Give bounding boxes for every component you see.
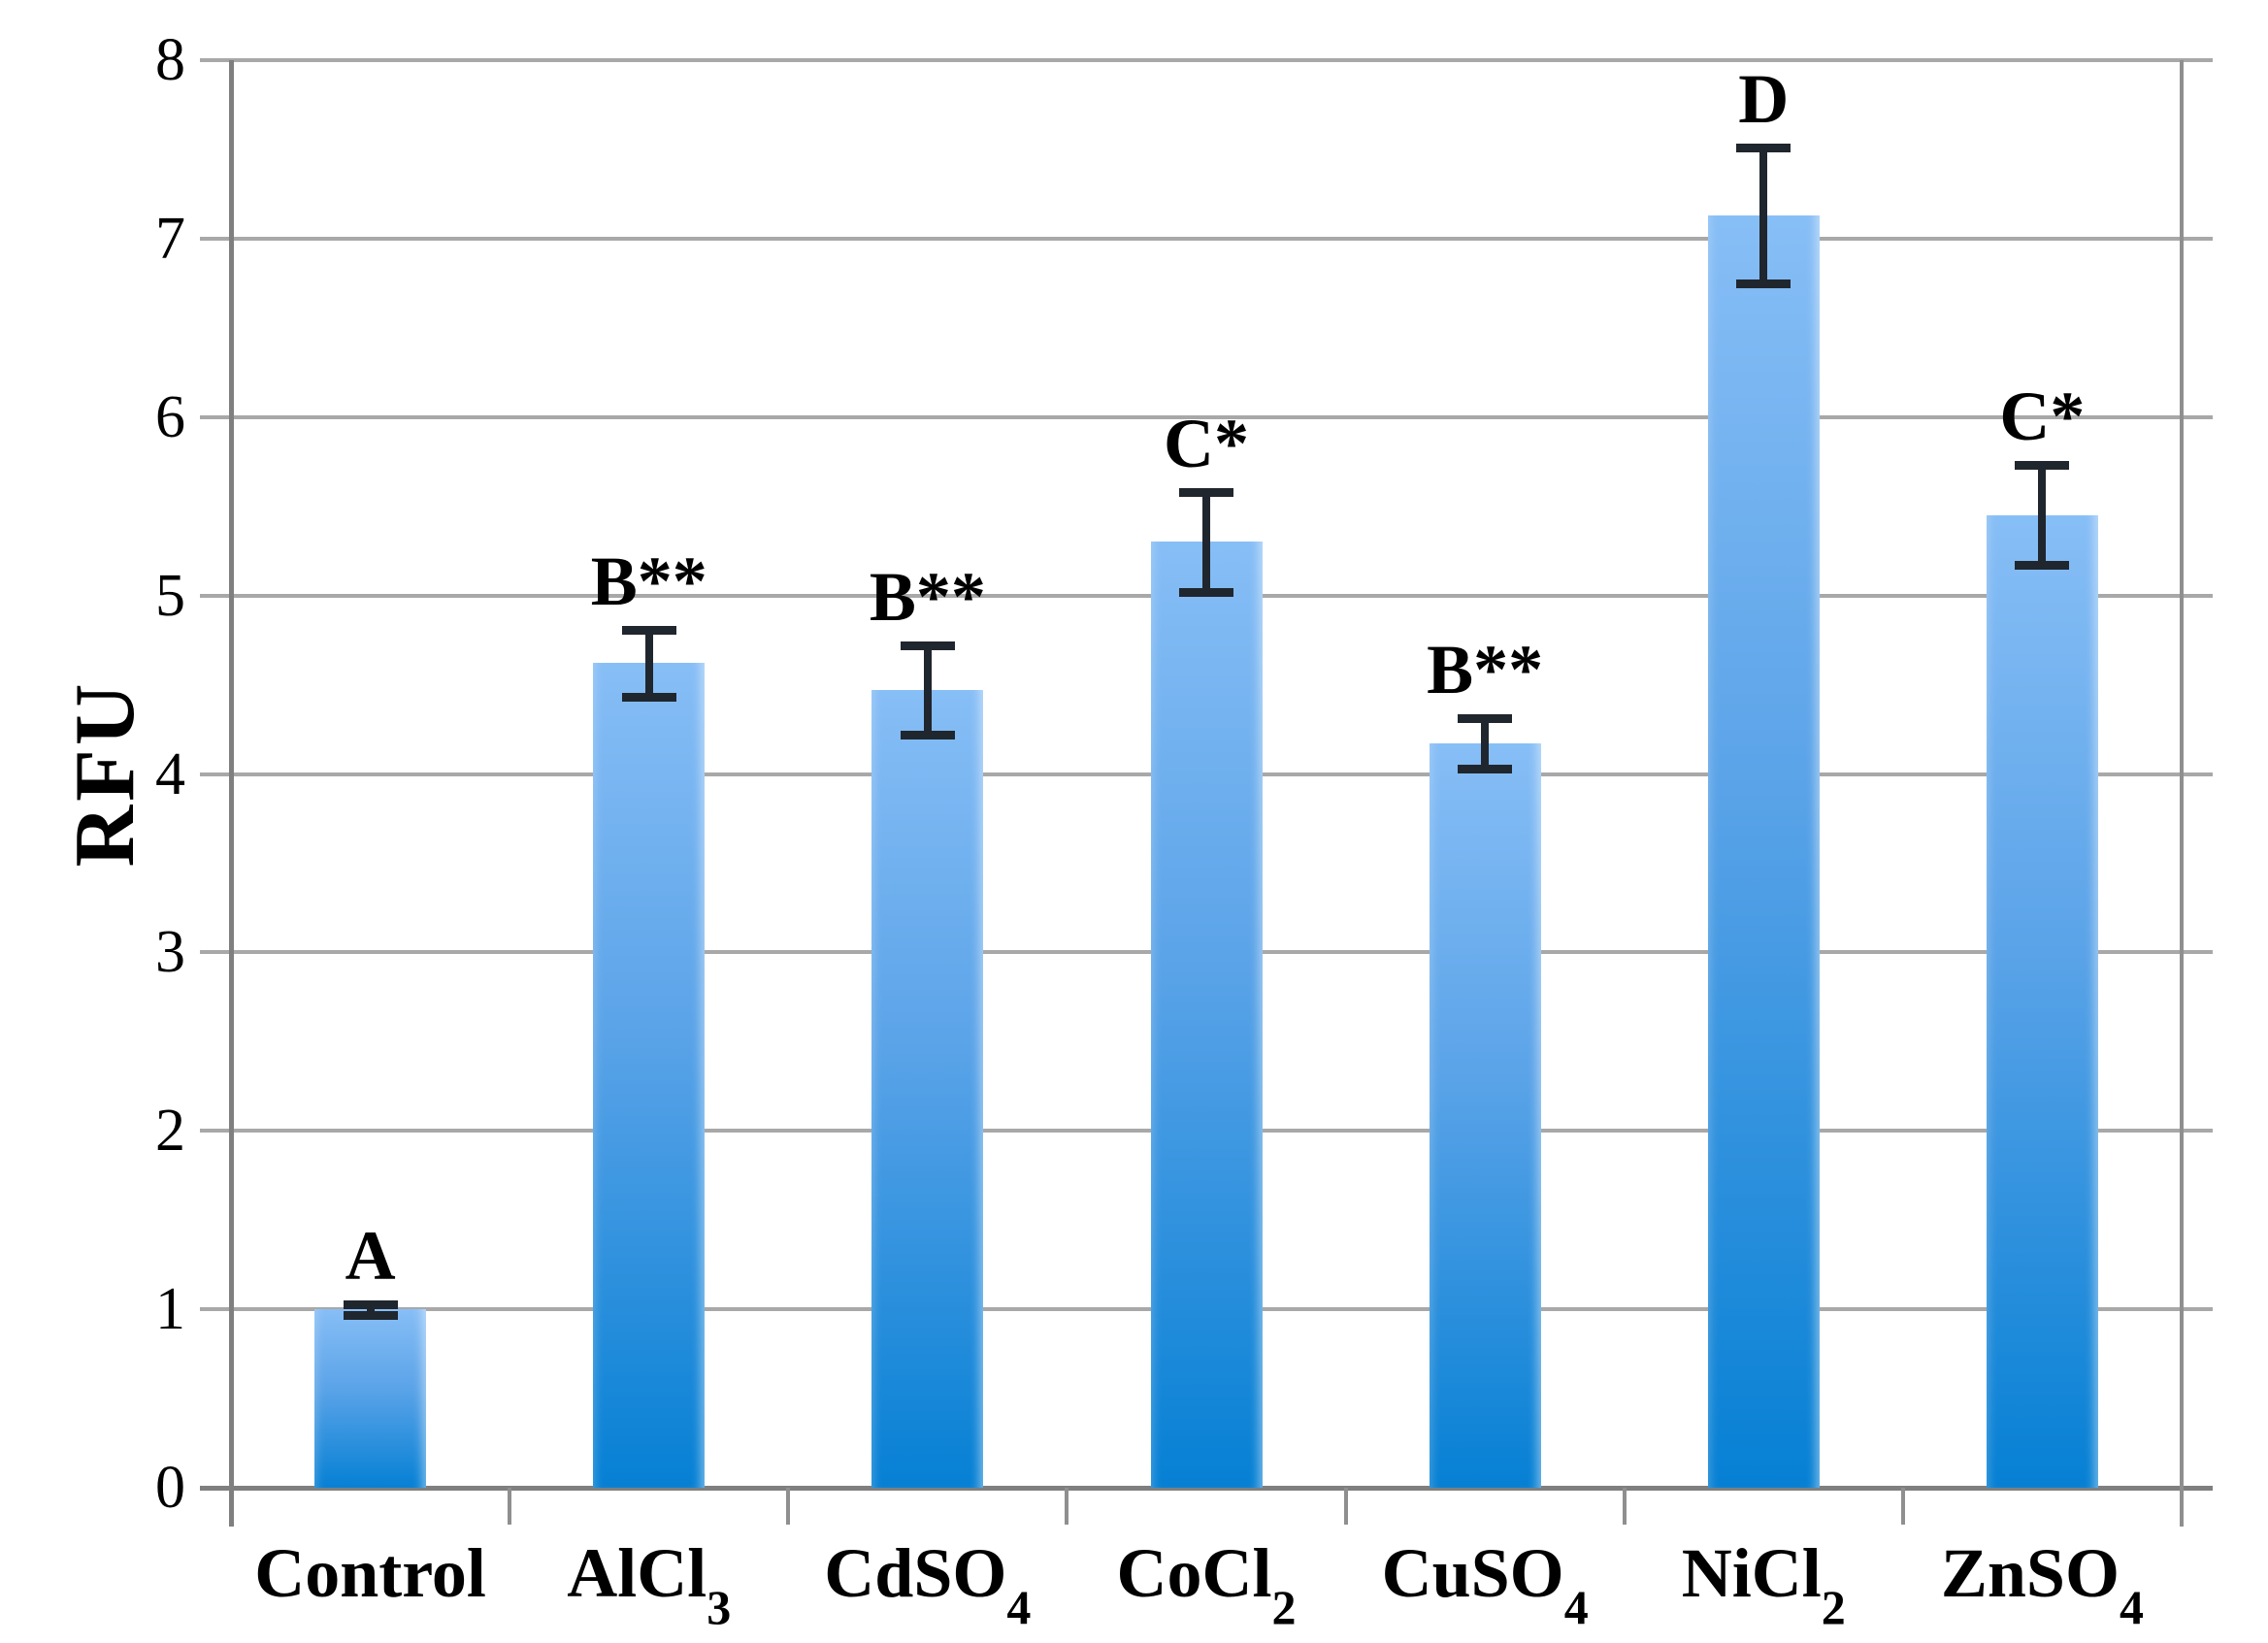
gridline xyxy=(200,414,2213,419)
y-tick-label: 5 xyxy=(155,562,185,629)
category-text: CoCl xyxy=(1116,1534,1272,1612)
x-axis-tick xyxy=(1900,1488,1905,1525)
error-bar-bottom-cap xyxy=(1458,764,1513,773)
x-axis-tick xyxy=(1622,1488,1627,1525)
category-text: CdSO xyxy=(824,1534,1007,1612)
significance-label: D xyxy=(1738,60,1790,139)
y-tick-label: 0 xyxy=(155,1455,185,1521)
error-bar-line xyxy=(1481,718,1490,769)
x-axis-category-label: CoCl2 xyxy=(1117,1538,1297,1631)
error-bar-bottom-cap xyxy=(621,693,676,703)
category-text: NiCl xyxy=(1681,1534,1822,1612)
x-axis-tick xyxy=(1065,1488,1069,1525)
category-subscript: 3 xyxy=(707,1580,732,1634)
error-bar-line xyxy=(2038,465,2047,566)
x-axis-tick xyxy=(508,1488,512,1525)
significance-label: A xyxy=(345,1216,396,1295)
category-subscript: 4 xyxy=(1006,1580,1032,1634)
error-bar-line xyxy=(1759,148,1768,283)
category-text: Control xyxy=(254,1534,486,1612)
error-bar-top-cap xyxy=(1736,144,1791,153)
x-axis-category-label: AlCl3 xyxy=(567,1538,731,1631)
y-tick-label: 7 xyxy=(155,205,185,272)
y-tick-label: 6 xyxy=(155,383,185,450)
error-bar-bottom-cap xyxy=(2015,561,2070,571)
x-axis-category-label: Control xyxy=(254,1538,486,1608)
error-bar-bottom-cap xyxy=(1736,279,1791,288)
category-text: ZnSO xyxy=(1940,1534,2120,1612)
error-bar-line xyxy=(923,645,932,736)
error-bar-bottom-cap xyxy=(343,1310,398,1320)
y-tick-label: 3 xyxy=(155,919,185,986)
significance-label: B** xyxy=(1427,631,1544,709)
error-bar-line xyxy=(366,1303,375,1315)
category-subscript: 4 xyxy=(1563,1580,1589,1634)
gridline xyxy=(200,236,2213,241)
error-bar-top-cap xyxy=(343,1299,398,1309)
x-axis-category-label: CdSO4 xyxy=(824,1538,1031,1631)
significance-label: B** xyxy=(869,558,986,637)
error-bar-bottom-cap xyxy=(900,731,955,740)
error-bar-top-cap xyxy=(2015,461,2070,471)
error-bar-top-cap xyxy=(1458,714,1513,724)
error-bar-bottom-cap xyxy=(1179,587,1233,597)
x-axis-line xyxy=(200,1486,2213,1491)
x-axis-tick xyxy=(786,1488,791,1525)
significance-label: C* xyxy=(1164,404,1249,482)
category-subscript: 2 xyxy=(1821,1580,1846,1634)
category-text: AlCl xyxy=(567,1534,707,1612)
y-tick-label: 2 xyxy=(155,1098,185,1165)
y-tick-label: 4 xyxy=(155,740,185,807)
x-axis-category-label: CuSO4 xyxy=(1382,1538,1589,1631)
error-bar-top-cap xyxy=(1179,487,1233,497)
plot-right-border xyxy=(2180,60,2184,1527)
error-bar-top-cap xyxy=(621,625,676,635)
gridline xyxy=(200,58,2213,62)
bar xyxy=(1986,514,2098,1488)
error-bar-line xyxy=(644,629,653,698)
significance-label: C* xyxy=(1999,378,2086,456)
category-subscript: 2 xyxy=(1271,1580,1297,1634)
y-tick-label: 1 xyxy=(155,1276,185,1343)
bar xyxy=(1150,542,1263,1488)
error-bar-top-cap xyxy=(900,641,955,651)
y-axis-line xyxy=(229,60,234,1527)
x-axis-tick xyxy=(1343,1488,1348,1525)
bar xyxy=(593,663,706,1488)
bar xyxy=(314,1309,427,1488)
x-axis-category-label: NiCl2 xyxy=(1682,1538,1846,1631)
y-tick-label: 8 xyxy=(155,27,185,93)
category-subscript: 4 xyxy=(2119,1580,2144,1634)
bar xyxy=(1707,214,1820,1488)
significance-label: B** xyxy=(590,542,707,620)
error-bar-line xyxy=(1202,491,1210,592)
x-axis-category-label: ZnSO4 xyxy=(1941,1538,2144,1631)
category-text: CuSO xyxy=(1381,1534,1564,1612)
bar xyxy=(1429,743,1541,1488)
bar xyxy=(871,690,984,1488)
